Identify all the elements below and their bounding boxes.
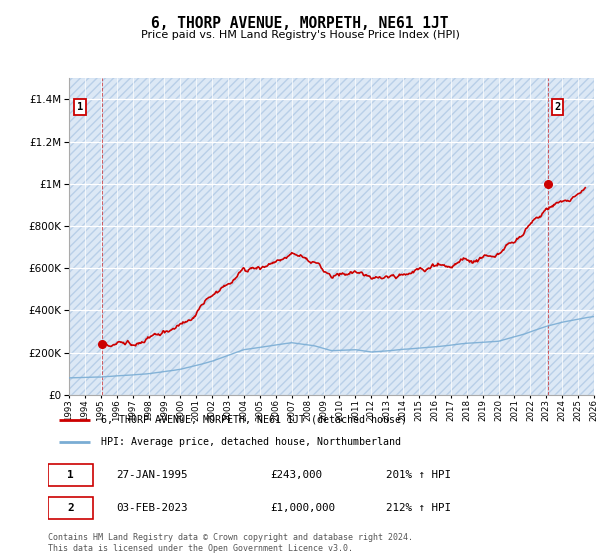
Text: HPI: Average price, detached house, Northumberland: HPI: Average price, detached house, Nort… — [101, 437, 401, 447]
Text: 2: 2 — [67, 503, 74, 513]
Text: 03-FEB-2023: 03-FEB-2023 — [116, 503, 188, 513]
Text: Contains HM Land Registry data © Crown copyright and database right 2024.
This d: Contains HM Land Registry data © Crown c… — [48, 533, 413, 553]
Text: 1: 1 — [77, 102, 83, 112]
Text: 212% ↑ HPI: 212% ↑ HPI — [386, 503, 451, 513]
FancyBboxPatch shape — [48, 497, 93, 519]
Text: 6, THORP AVENUE, MORPETH, NE61 1JT (detached house): 6, THORP AVENUE, MORPETH, NE61 1JT (deta… — [101, 415, 407, 425]
Text: £1,000,000: £1,000,000 — [270, 503, 335, 513]
Text: 201% ↑ HPI: 201% ↑ HPI — [386, 470, 451, 480]
Bar — [69, 78, 594, 395]
Text: 1: 1 — [67, 470, 74, 480]
Text: 6, THORP AVENUE, MORPETH, NE61 1JT: 6, THORP AVENUE, MORPETH, NE61 1JT — [151, 16, 449, 31]
FancyBboxPatch shape — [48, 464, 93, 486]
Text: 27-JAN-1995: 27-JAN-1995 — [116, 470, 188, 480]
Text: 2: 2 — [554, 102, 560, 112]
Text: £243,000: £243,000 — [270, 470, 322, 480]
Text: Price paid vs. HM Land Registry's House Price Index (HPI): Price paid vs. HM Land Registry's House … — [140, 30, 460, 40]
